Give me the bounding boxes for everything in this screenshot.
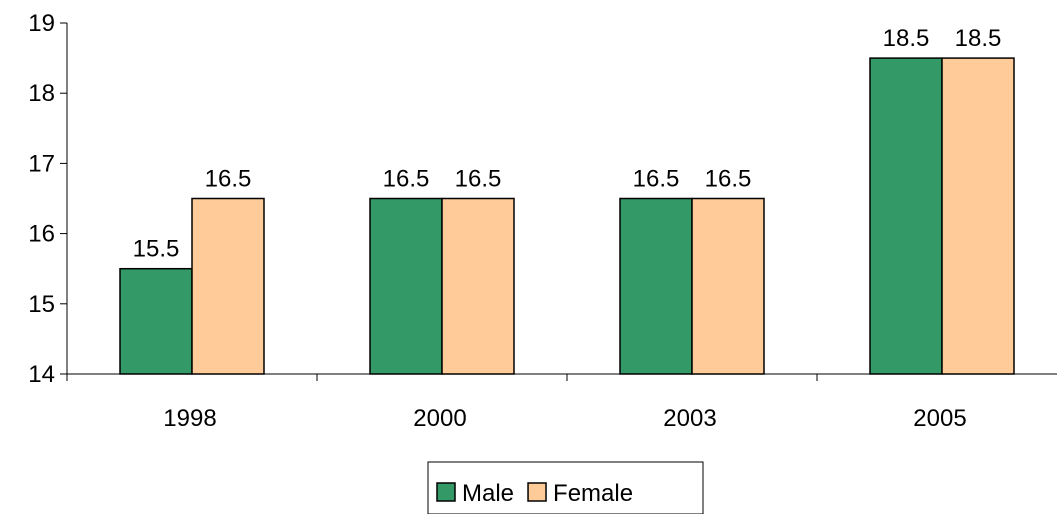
legend-label-male: Male xyxy=(462,480,514,507)
data-label: 18.5 xyxy=(955,25,1002,52)
data-label: 16.5 xyxy=(705,166,752,193)
bar-female xyxy=(441,197,515,375)
legend-swatch-male xyxy=(436,482,456,502)
y-tick-label: 15 xyxy=(28,291,55,318)
x-tick-label: 2005 xyxy=(913,405,966,432)
data-label: 16.5 xyxy=(205,166,252,193)
bar-female xyxy=(191,197,265,375)
y-tick-label: 16 xyxy=(28,221,55,248)
x-axis: 1998 2000 2003 2005 xyxy=(66,373,1057,432)
data-label: 16.5 xyxy=(455,166,502,193)
legend: Male Female xyxy=(427,461,704,514)
y-tick-label: 14 xyxy=(28,361,55,388)
data-label: 18.5 xyxy=(883,25,930,52)
bar-male xyxy=(869,57,943,375)
bar-female xyxy=(941,57,1015,375)
bar-male xyxy=(119,267,193,375)
y-tick-label: 17 xyxy=(28,150,55,177)
legend-swatch-female xyxy=(527,482,547,502)
y-tick-label: 18 xyxy=(28,80,55,107)
x-tick-label: 2000 xyxy=(413,405,466,432)
data-labels: 15.5 16.5 16.5 16.5 16.5 16.5 18.5 18.5 xyxy=(133,25,1002,263)
data-label: 15.5 xyxy=(133,236,180,263)
y-axis: 14 15 16 17 18 19 xyxy=(28,10,68,388)
legend-label-female: Female xyxy=(553,480,633,507)
bar-male xyxy=(619,197,693,375)
bar-male xyxy=(369,197,443,375)
data-label: 16.5 xyxy=(633,166,680,193)
data-label: 16.5 xyxy=(383,166,430,193)
x-tick-label: 2003 xyxy=(663,405,716,432)
y-tick-label: 19 xyxy=(28,10,55,37)
legend-box xyxy=(427,461,704,514)
x-tick-label: 1998 xyxy=(163,405,216,432)
bar-female xyxy=(691,197,765,375)
bars xyxy=(119,57,1015,375)
